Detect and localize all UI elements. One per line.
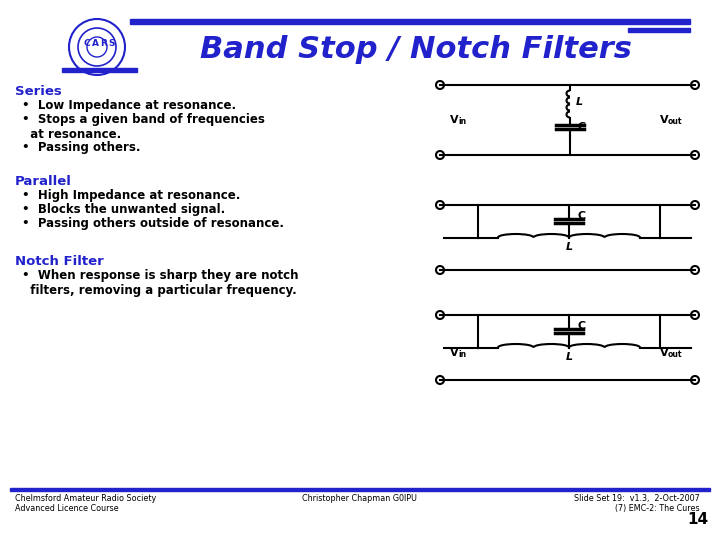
Text: •  High Impedance at resonance.: • High Impedance at resonance. xyxy=(22,189,240,202)
Text: L: L xyxy=(576,97,583,107)
Text: C: C xyxy=(578,211,586,221)
Text: Slide Set 19:  v1.3,  2-Oct-2007
(7) EMC-2: The Cures: Slide Set 19: v1.3, 2-Oct-2007 (7) EMC-2… xyxy=(575,494,700,514)
Text: L: L xyxy=(565,242,572,253)
Bar xyxy=(130,19,690,24)
Text: V: V xyxy=(660,115,669,125)
Text: C: C xyxy=(578,321,586,332)
Text: •  Stops a given band of frequencies
  at resonance.: • Stops a given band of frequencies at r… xyxy=(22,113,265,141)
Bar xyxy=(628,28,690,32)
Text: in: in xyxy=(458,118,466,126)
Text: •  Passing others outside of resonance.: • Passing others outside of resonance. xyxy=(22,217,284,230)
Text: Christopher Chapman G0IPU: Christopher Chapman G0IPU xyxy=(302,494,418,503)
Text: •  When response is sharp they are notch
  filters, removing a particular freque: • When response is sharp they are notch … xyxy=(22,269,299,297)
Bar xyxy=(10,488,710,491)
Text: Series: Series xyxy=(15,85,62,98)
Text: R: R xyxy=(100,39,107,49)
Text: out: out xyxy=(668,350,683,359)
Text: •  Passing others.: • Passing others. xyxy=(22,141,140,154)
Text: L: L xyxy=(565,353,572,362)
Text: C: C xyxy=(83,39,89,49)
Text: out: out xyxy=(668,118,683,126)
Text: Band Stop / Notch Filters: Band Stop / Notch Filters xyxy=(200,36,632,64)
Text: V: V xyxy=(660,348,669,357)
Text: Chelmsford Amateur Radio Society
Advanced Licence Course: Chelmsford Amateur Radio Society Advance… xyxy=(15,494,156,514)
Text: 14: 14 xyxy=(687,512,708,528)
Text: V: V xyxy=(450,348,459,357)
Text: •  Blocks the unwanted signal.: • Blocks the unwanted signal. xyxy=(22,203,225,216)
Text: S: S xyxy=(108,39,114,49)
Text: Parallel: Parallel xyxy=(15,175,72,188)
Text: V: V xyxy=(450,115,459,125)
Text: •  Low Impedance at resonance.: • Low Impedance at resonance. xyxy=(22,99,236,112)
Text: C: C xyxy=(578,122,586,132)
Text: Notch Filter: Notch Filter xyxy=(15,255,104,268)
Text: in: in xyxy=(458,350,466,359)
Text: A: A xyxy=(92,39,99,49)
Bar xyxy=(62,68,137,72)
